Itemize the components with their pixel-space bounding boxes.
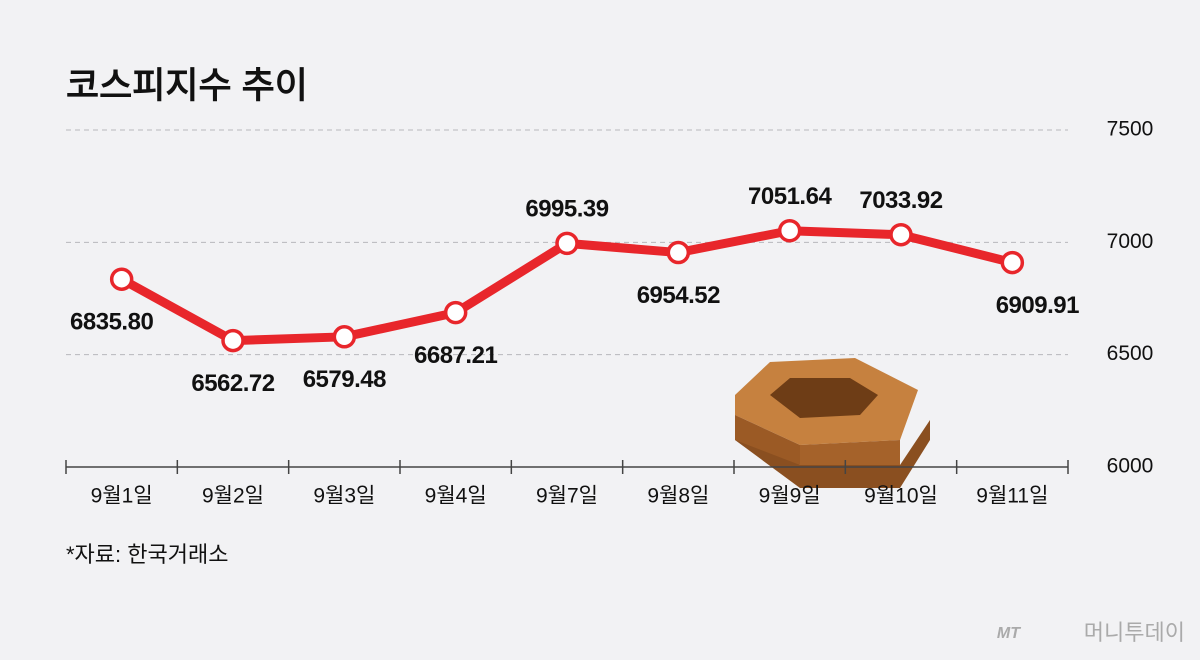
source-note: *자료: 한국거래소 [66,542,228,567]
data-label: 6687.21 [414,342,497,369]
data-label: 6562.72 [191,370,274,397]
marker [332,325,357,349]
y-tick-label: 7500 [1107,118,1154,141]
chart-title: 코스피지수 추이 [66,65,308,106]
marker [777,218,802,243]
data-label: 7033.92 [859,187,942,214]
marker [666,240,691,265]
x-tick-label: 9월11일 [976,485,1048,508]
x-tick-label: 9월10일 [864,485,938,508]
x-tick-label: 9월3일 [313,485,375,508]
marker [1000,250,1025,275]
x-tick-label: 9월7일 [536,485,598,508]
hexagon-illustration [735,358,930,488]
x-tick-label: 9월8일 [647,485,709,508]
x-tick-label: 9월9일 [759,485,821,508]
data-label: 7051.64 [748,183,832,210]
x-tick-label: 9월1일 [91,485,153,508]
watermark: 머니투데이 [1084,620,1185,645]
data-label: 6954.52 [637,282,720,309]
watermark-logo: MT [997,625,1021,642]
marker [555,231,579,256]
x-tick-label: 9월2일 [202,485,264,508]
y-tick-label: 6000 [1107,455,1154,478]
data-label: 6995.39 [525,196,608,223]
y-tick-label: 6500 [1107,342,1154,365]
marker [443,300,468,325]
data-label: 6835.80 [70,309,153,336]
marker [109,267,134,291]
data-label: 6579.48 [303,366,386,393]
marker [221,328,245,353]
marker [889,222,913,247]
y-tick-label: 7000 [1107,230,1154,253]
x-tick-label: 9월4일 [425,485,487,508]
data-label: 6909.91 [996,292,1079,319]
